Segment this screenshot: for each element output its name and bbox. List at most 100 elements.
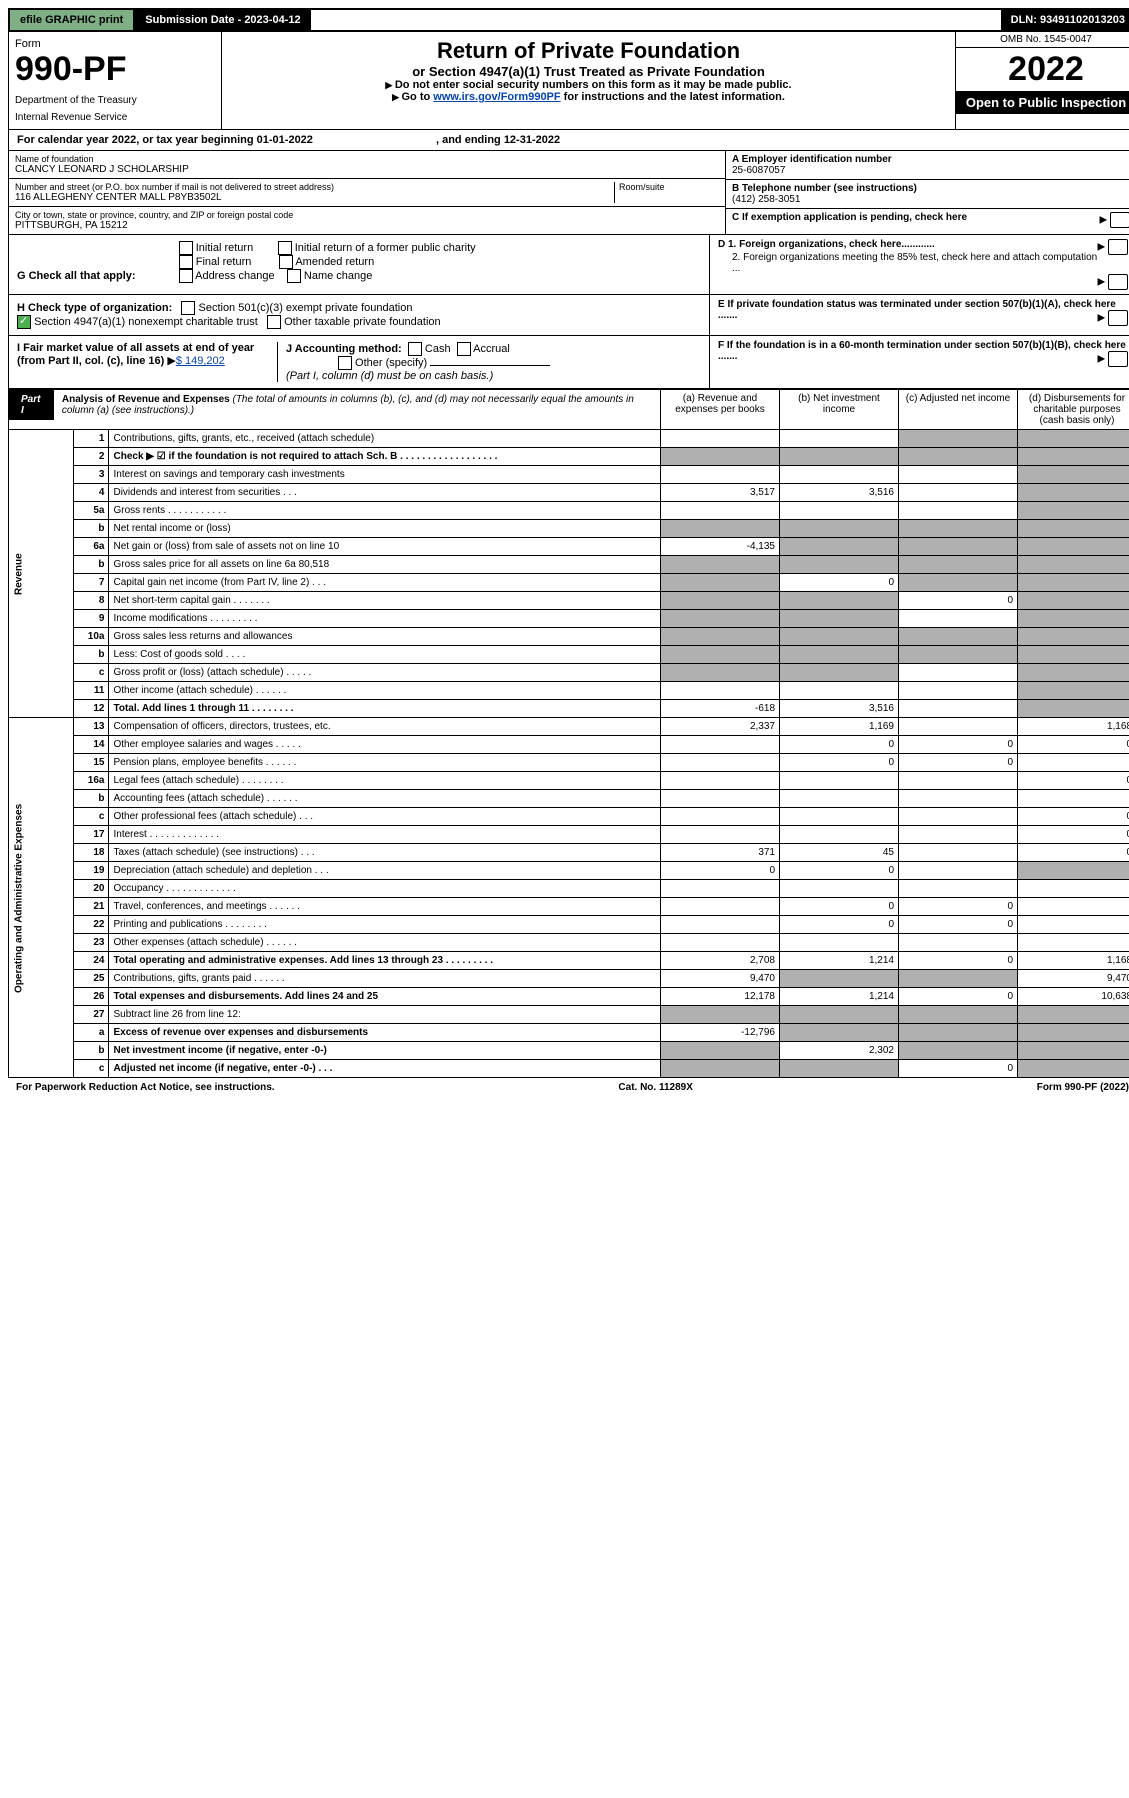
open-to-inspection: Open to Public Inspection — [956, 91, 1129, 114]
line-description: Total expenses and disbursements. Add li… — [109, 988, 661, 1006]
e-checkbox[interactable] — [1108, 310, 1128, 326]
amount-cell — [1018, 790, 1129, 808]
section-i-row: I Fair market value of all assets at end… — [8, 336, 1129, 389]
line-number: a — [74, 1024, 109, 1042]
line-description: Less: Cost of goods sold . . . . — [109, 646, 661, 664]
amount-cell — [899, 682, 1018, 700]
name-change-checkbox[interactable] — [287, 269, 301, 283]
amount-cell: 2,302 — [780, 1042, 899, 1060]
amount-cell — [1018, 538, 1129, 556]
amended-return-checkbox[interactable] — [279, 255, 293, 269]
amount-cell: -12,796 — [661, 1024, 780, 1042]
submission-date: Submission Date - 2023-04-12 — [135, 10, 310, 30]
f-label: F If the foundation is in a 60-month ter… — [718, 340, 1128, 362]
amount-cell — [661, 646, 780, 664]
table-row: 17Interest . . . . . . . . . . . . .0 — [9, 826, 1129, 844]
amount-cell — [661, 430, 780, 448]
fmv-value[interactable]: $ 149,202 — [176, 355, 225, 367]
amount-cell: 0 — [1018, 844, 1129, 862]
section-h-row: H Check type of organization: Section 50… — [8, 295, 1129, 336]
line-description: Net rental income or (loss) — [109, 520, 661, 538]
line-number: 12 — [74, 700, 109, 718]
line-description: Taxes (attach schedule) (see instruction… — [109, 844, 661, 862]
amount-cell: 1,214 — [780, 952, 899, 970]
line-number: 26 — [74, 988, 109, 1006]
amount-cell — [899, 826, 1018, 844]
address-change-checkbox[interactable] — [179, 269, 193, 283]
table-row: 16aLegal fees (attach schedule) . . . . … — [9, 772, 1129, 790]
amount-cell — [661, 628, 780, 646]
h1-checkbox[interactable] — [181, 301, 195, 315]
col-b-header: (b) Net investment income — [780, 390, 899, 430]
dln: DLN: 93491102013203 — [1001, 10, 1129, 30]
table-row: 4Dividends and interest from securities … — [9, 484, 1129, 502]
amount-cell — [1018, 574, 1129, 592]
amount-cell — [780, 448, 899, 466]
amount-cell — [899, 520, 1018, 538]
line-number: c — [74, 664, 109, 682]
line-description: Other expenses (attach schedule) . . . .… — [109, 934, 661, 952]
amount-cell — [780, 520, 899, 538]
amount-cell — [780, 646, 899, 664]
amount-cell: 0 — [899, 754, 1018, 772]
amount-cell: 1,169 — [780, 718, 899, 736]
amount-cell — [661, 592, 780, 610]
line-number: 23 — [74, 934, 109, 952]
line-description: Excess of revenue over expenses and disb… — [109, 1024, 661, 1042]
other-checkbox[interactable] — [338, 356, 352, 370]
line-number: b — [74, 520, 109, 538]
amount-cell — [661, 502, 780, 520]
amount-cell — [780, 664, 899, 682]
omb-number: OMB No. 1545-0047 — [956, 32, 1129, 48]
amount-cell: 1,214 — [780, 988, 899, 1006]
line-description: Net short-term capital gain . . . . . . … — [109, 592, 661, 610]
initial-return-former-checkbox[interactable] — [278, 241, 292, 255]
cash-checkbox[interactable] — [408, 342, 422, 356]
line-number: 25 — [74, 970, 109, 988]
amount-cell — [899, 664, 1018, 682]
line-number: 16a — [74, 772, 109, 790]
c-label: C If exemption application is pending, c… — [732, 212, 967, 223]
calendar-year-bar: For calendar year 2022, or tax year begi… — [8, 130, 1129, 151]
line-description: Net gain or (loss) from sale of assets n… — [109, 538, 661, 556]
f-checkbox[interactable] — [1108, 351, 1128, 367]
table-row: 15Pension plans, employee benefits . . .… — [9, 754, 1129, 772]
efile-print-button[interactable]: efile GRAPHIC print — [10, 10, 135, 30]
paperwork-notice: For Paperwork Reduction Act Notice, see … — [16, 1082, 275, 1093]
line-description: Printing and publications . . . . . . . … — [109, 916, 661, 934]
initial-return-checkbox[interactable] — [179, 241, 193, 255]
c-checkbox[interactable] — [1110, 212, 1129, 228]
amount-cell — [661, 934, 780, 952]
amount-cell — [780, 592, 899, 610]
line-description: Accounting fees (attach schedule) . . . … — [109, 790, 661, 808]
line-number: 27 — [74, 1006, 109, 1024]
amount-cell — [899, 808, 1018, 826]
d1-checkbox[interactable] — [1108, 239, 1128, 255]
amount-cell — [1018, 502, 1129, 520]
accrual-checkbox[interactable] — [457, 342, 471, 356]
table-row: Revenue1Contributions, gifts, grants, et… — [9, 430, 1129, 448]
irs-link[interactable]: www.irs.gov/Form990PF — [433, 91, 560, 103]
amount-cell: 0 — [1018, 826, 1129, 844]
line-number: 3 — [74, 466, 109, 484]
amount-cell — [1018, 880, 1129, 898]
line-number: 8 — [74, 592, 109, 610]
line-number: 2 — [74, 448, 109, 466]
amount-cell: 1,168 — [1018, 952, 1129, 970]
d2-checkbox[interactable] — [1108, 274, 1128, 290]
amount-cell: 0 — [780, 736, 899, 754]
line-number: 15 — [74, 754, 109, 772]
amount-cell — [899, 556, 1018, 574]
line-number: c — [74, 1060, 109, 1078]
amount-cell: 0 — [899, 592, 1018, 610]
final-return-checkbox[interactable] — [179, 255, 193, 269]
amount-cell — [780, 556, 899, 574]
amount-cell: 9,470 — [1018, 970, 1129, 988]
amount-cell — [780, 628, 899, 646]
topbar: efile GRAPHIC print Submission Date - 20… — [8, 8, 1129, 32]
amount-cell — [780, 430, 899, 448]
h2-checkbox[interactable] — [17, 315, 31, 329]
h3-checkbox[interactable] — [267, 315, 281, 329]
amount-cell — [661, 880, 780, 898]
amount-cell: 0 — [1018, 808, 1129, 826]
